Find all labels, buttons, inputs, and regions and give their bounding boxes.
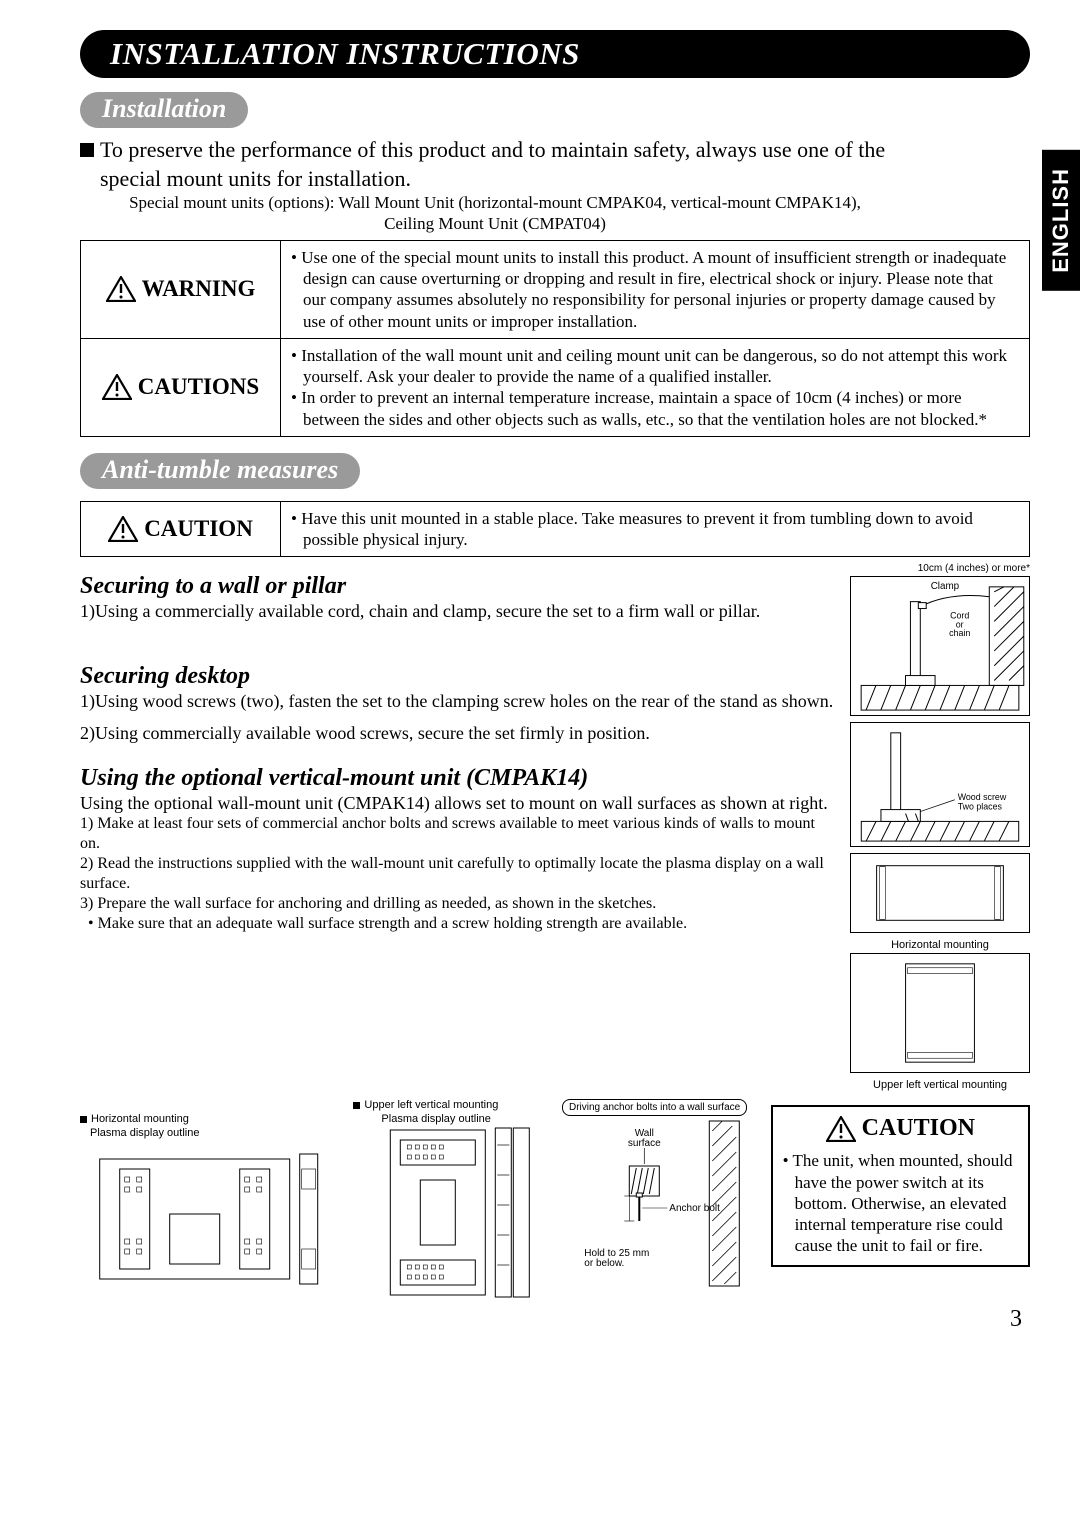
sketch-horizontal-mounting — [80, 1139, 339, 1299]
language-tab: ENGLISH — [1042, 150, 1080, 291]
vertical-mount-step3: 3) Prepare the wall surface for anchorin… — [80, 894, 834, 914]
cautions-body: Installation of the wall mount unit and … — [281, 338, 1030, 436]
sketch2-label: Upper left vertical mounting — [364, 1099, 498, 1111]
svg-text:Two places: Two places — [958, 802, 1003, 812]
caution-item: Have this unit mounted in a stable place… — [291, 508, 1019, 551]
securing-desktop-heading: Securing desktop — [80, 663, 834, 690]
intro-text: To preserve the performance of this prod… — [100, 136, 910, 193]
caution-body: Have this unit mounted in a stable place… — [281, 501, 1030, 557]
cautions-item: Installation of the wall mount unit and … — [291, 345, 1019, 388]
right-diagram-column: 10cm (4 inches) or more* — [850, 563, 1030, 1091]
warning-triangle-icon — [108, 516, 138, 542]
securing-wall-text: 1)Using a commercially available cord, c… — [80, 600, 834, 623]
sketch-anchor-bolts: Wall surface Anchor bolt Hold to 25 mm o… — [562, 1116, 757, 1291]
warning-triangle-icon — [102, 374, 132, 400]
warning-triangle-icon — [826, 1116, 856, 1142]
section-heading-anti-tumble: Anti-tumble measures — [80, 453, 360, 489]
svg-text:or below.: or below. — [584, 1258, 624, 1269]
section-heading-text: Installation — [102, 94, 226, 123]
diagram-wall-pillar: Clamp Cord or chain — [850, 576, 1030, 716]
square-bullet-icon — [80, 1116, 87, 1123]
page-number: 3 — [80, 1306, 1030, 1333]
installation-intro: To preserve the performance of this prod… — [80, 136, 1030, 234]
diagram-horizontal-mounting — [850, 853, 1030, 933]
svg-text:chain: chain — [949, 629, 970, 639]
intro-subtext: Special mount units (options): Wall Moun… — [80, 193, 910, 234]
main-title: INSTALLATION INSTRUCTIONS — [110, 36, 580, 71]
vertical-mount-heading: Using the optional vertical-mount unit (… — [80, 765, 834, 792]
cautions-item: In order to prevent an internal temperat… — [291, 387, 1019, 430]
bottom-caution-box: CAUTION The unit, when mounted, should h… — [771, 1105, 1030, 1266]
square-bullet-icon — [80, 143, 94, 157]
section-heading-text: Anti-tumble measures — [102, 455, 338, 484]
sketch3-label-box: Driving anchor bolts into a wall surface — [562, 1099, 747, 1116]
sketch-vertical-mounting — [353, 1125, 548, 1300]
sketch2-sub: Plasma display outline — [381, 1113, 548, 1125]
cautions-label: CAUTIONS — [138, 374, 259, 400]
warning-body: Use one of the special mount units to in… — [281, 240, 1030, 338]
warning-label: WARNING — [142, 276, 256, 302]
sketch1-label: Horizontal mounting — [91, 1113, 189, 1125]
svg-text:Wood screw: Wood screw — [958, 792, 1007, 802]
securing-wall-heading: Securing to a wall or pillar — [80, 573, 834, 600]
warning-cell: WARNING — [81, 240, 281, 338]
vertical-mount-step2: 2) Read the instructions supplied with t… — [80, 854, 834, 894]
caution-cell: CAUTION — [81, 501, 281, 557]
cautions-cell: CAUTIONS — [81, 338, 281, 436]
caution-box-text: The unit, when mounted, should have the … — [783, 1150, 1018, 1256]
warning-item: Use one of the special mount units to in… — [291, 247, 1019, 332]
square-bullet-icon — [353, 1102, 360, 1109]
section-heading-installation: Installation — [80, 92, 248, 128]
vertical-mount-step3-bullet: Make sure that an adequate wall surface … — [80, 914, 834, 934]
vertical-mount-intro: Using the optional wall-mount unit (CMPA… — [80, 792, 834, 815]
diagram-vertical-caption: Upper left vertical mounting — [850, 1079, 1030, 1091]
clamp-label: Clamp — [931, 581, 960, 592]
svg-text:Anchor bolt: Anchor bolt — [669, 1203, 720, 1214]
securing-desktop-line1: 1)Using wood screws (two), fasten the se… — [80, 690, 834, 713]
diagram-top-note: 10cm (4 inches) or more* — [850, 563, 1030, 574]
warning-cautions-table: WARNING Use one of the special mount uni… — [80, 240, 1030, 437]
sketch1-sub: Plasma display outline — [90, 1127, 339, 1139]
caution-table: CAUTION Have this unit mounted in a stab… — [80, 501, 1030, 558]
vertical-mount-step1: 1) Make at least four sets of commercial… — [80, 814, 834, 854]
warning-triangle-icon — [106, 276, 136, 302]
main-title-bar: INSTALLATION INSTRUCTIONS — [80, 30, 1030, 78]
caution-label: CAUTION — [144, 516, 253, 542]
bottom-sketches-row: Horizontal mounting Plasma display outli… — [80, 1099, 1030, 1300]
diagram-desktop: Wood screw Two places — [850, 722, 1030, 847]
diagram-horizontal-caption: Horizontal mounting — [850, 939, 1030, 951]
svg-text:surface: surface — [628, 1138, 661, 1149]
diagram-vertical-mounting — [850, 953, 1030, 1073]
caution-box-label: CAUTION — [862, 1115, 975, 1142]
securing-desktop-line2: 2)Using commercially available wood scre… — [80, 722, 834, 745]
